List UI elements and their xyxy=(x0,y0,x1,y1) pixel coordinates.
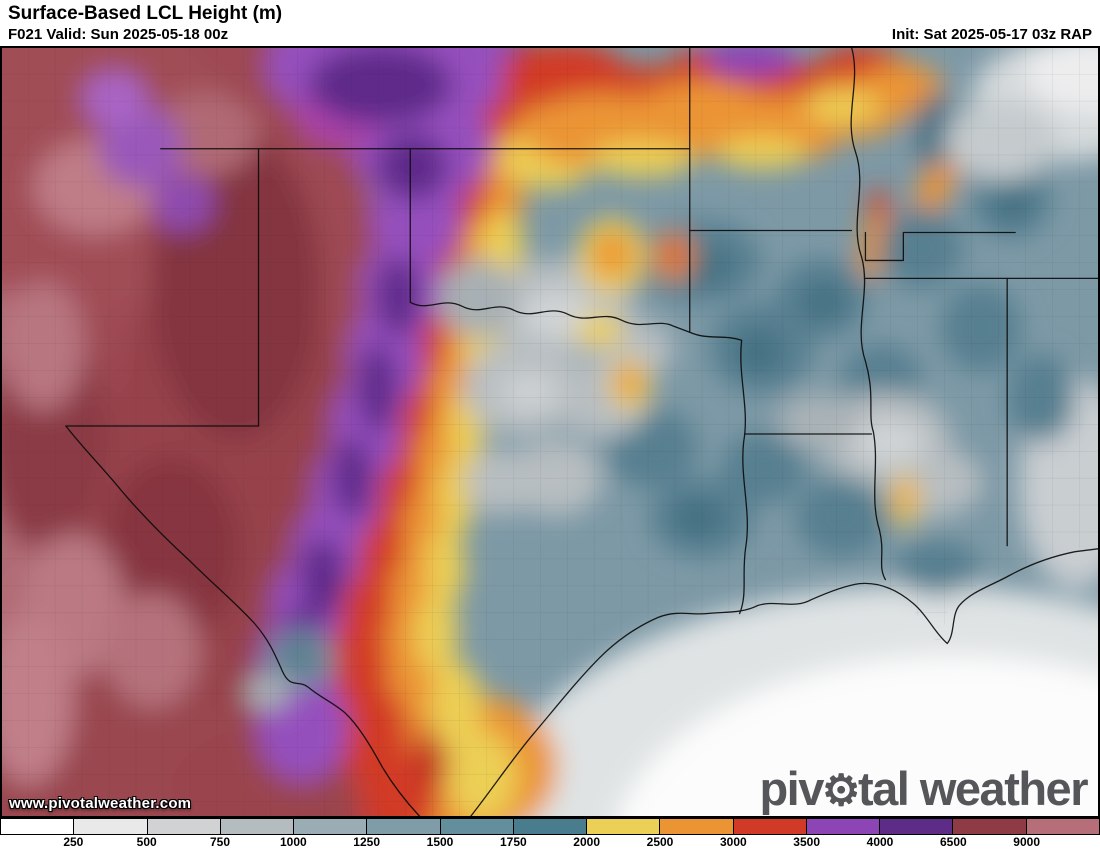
colorbar-tick-label: 6500 xyxy=(939,835,967,849)
logo-text-left: piv xyxy=(759,762,824,816)
colorbar-segment xyxy=(147,819,221,834)
map-area: www.pivotalweather.com piv ⚙ tal weather xyxy=(0,46,1100,818)
colorbar: 250 500 750 1000 1250 1500 1750 2000 2500 3000 350… xyxy=(0,818,1100,850)
colorbar-segment xyxy=(367,819,441,834)
colorbar-tick-label: 9000 xyxy=(1013,835,1041,849)
gear-icon: ⚙ xyxy=(821,766,861,815)
colorbar-segment xyxy=(1026,819,1099,834)
colorbar-strip xyxy=(0,818,1100,835)
colorbar-segment xyxy=(806,819,881,834)
colorbar-tick-label: 2500 xyxy=(646,835,674,849)
colorbar-tick-label: 3000 xyxy=(719,835,747,849)
colorbar-segment xyxy=(733,819,807,834)
watermark: www.pivotalweather.com xyxy=(9,795,192,812)
colorbar-tick-label: 500 xyxy=(136,835,157,849)
colorbar-labels: 250 500 750 1000 1250 1500 1750 2000 2500 3000 350… xyxy=(0,835,1100,850)
colorbar-tick-label: 1750 xyxy=(499,835,527,849)
colorbar-tick-label: 1500 xyxy=(426,835,454,849)
colorbar-segment xyxy=(220,819,295,834)
colorbar-tick-label: 2000 xyxy=(573,835,601,849)
colorbar-tick-label: 750 xyxy=(209,835,231,849)
colorbar-segment xyxy=(953,819,1027,834)
colorbar-tick-label: 250 xyxy=(63,835,84,849)
map-header: Surface-Based LCL Height (m) F021 Valid:… xyxy=(0,0,1100,46)
colorbar-segment xyxy=(294,819,368,834)
colorbar-segment xyxy=(880,819,954,834)
colorbar-tick-label: 1250 xyxy=(353,835,381,849)
map-title: Surface-Based LCL Height (m) xyxy=(8,3,283,24)
colorbar-segment xyxy=(74,819,148,834)
colorbar-segment xyxy=(513,819,588,834)
logo-text-right: tal weather xyxy=(857,762,1089,816)
state-borders xyxy=(65,47,1099,817)
colorbar-segment xyxy=(440,819,514,834)
model-init-label: Init: Sat 2025-05-17 03z RAP xyxy=(891,26,1092,43)
colorbar-tick-label: 3500 xyxy=(793,835,821,849)
weather-map-canvas xyxy=(1,47,1099,817)
colorbar-tick-label: 1000 xyxy=(279,835,307,849)
colorbar-segment xyxy=(1,819,75,834)
pivotal-weather-logo: piv ⚙ tal weather xyxy=(759,762,1089,816)
forecast-valid-label: F021 Valid: Sun 2025-05-18 00z xyxy=(8,26,229,43)
colorbar-segment xyxy=(587,819,661,834)
colorbar-segment xyxy=(660,819,734,834)
colorbar-tick-label: 4000 xyxy=(866,835,894,849)
